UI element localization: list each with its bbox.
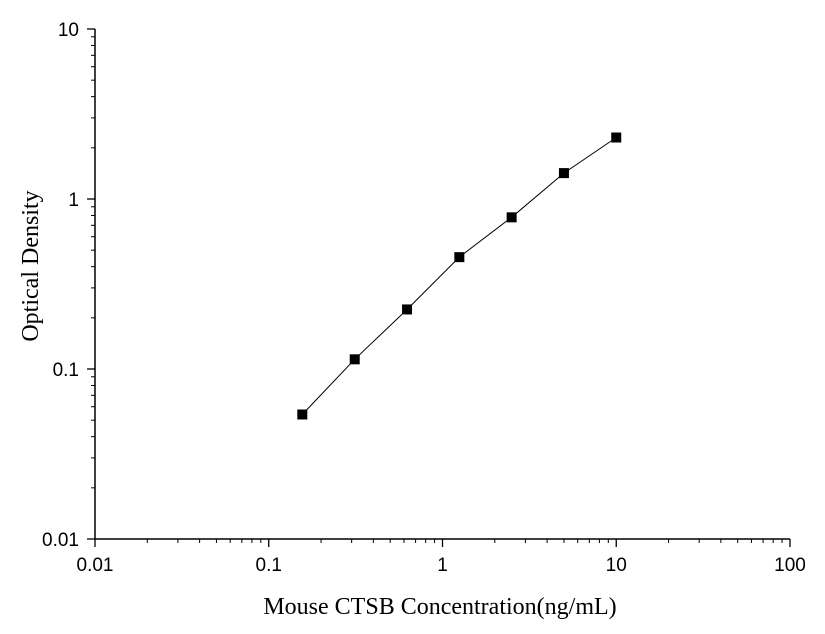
y-tick-label: 10 [58, 20, 79, 41]
data-point [558, 168, 569, 179]
x-tick-label: 1 [437, 555, 448, 576]
data-point [506, 212, 517, 223]
data-point [611, 132, 622, 143]
y-axis-title: Optical Density [18, 190, 44, 341]
axes: 0.01 0.1 1 10 100 0.01 0.1 1 10 [42, 20, 806, 576]
x-tick-label: 100 [774, 555, 806, 576]
data-point [349, 354, 360, 365]
x-tick-label: 0.01 [77, 555, 114, 576]
x-tick-label: 10 [606, 555, 627, 576]
data-point [454, 252, 465, 263]
data-point [297, 409, 308, 420]
y-tick-label: 0.01 [42, 530, 79, 551]
data-point [402, 304, 413, 315]
y-tick-label: 1 [68, 190, 79, 211]
x-axis-title: Mouse CTSB Concentration(ng/mL) [263, 594, 616, 620]
y-tick-label: 0.1 [53, 360, 79, 381]
x-tick-label: 0.1 [256, 555, 282, 576]
series-layer [297, 132, 622, 420]
